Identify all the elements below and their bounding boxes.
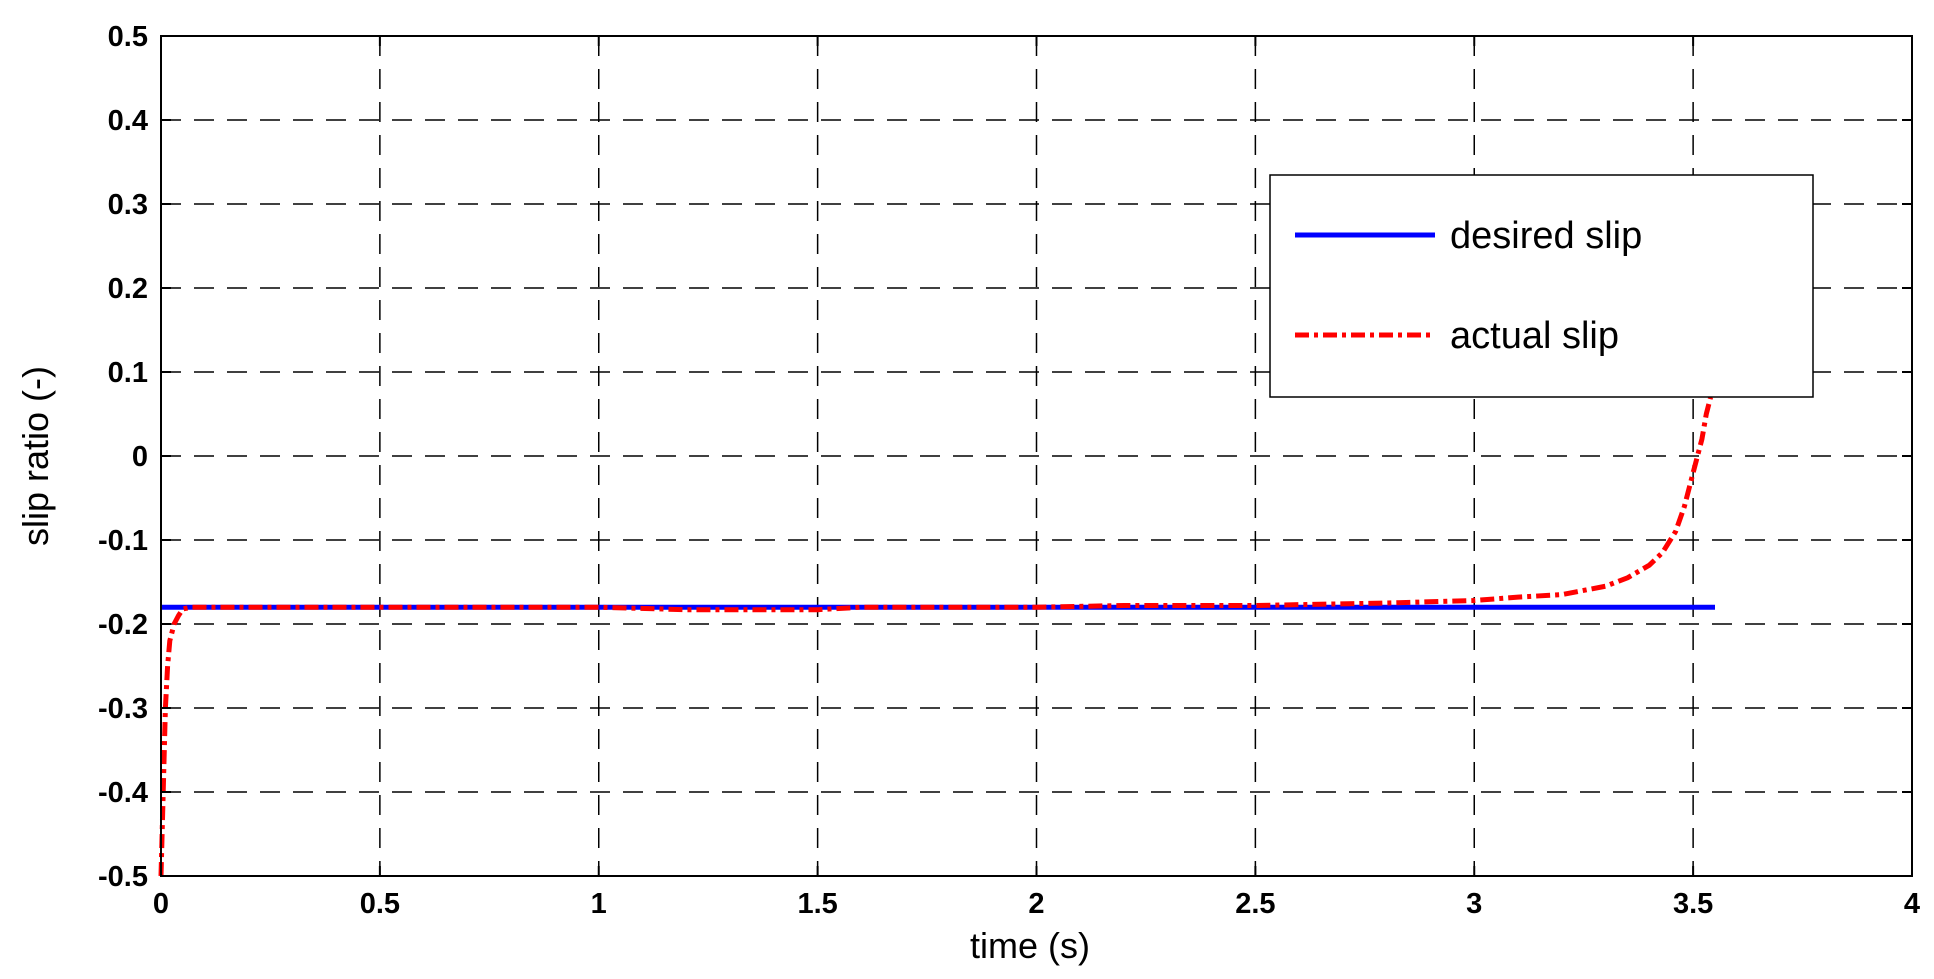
y-axis-label: slip ratio (-) (15, 366, 56, 546)
y-tick-label: 0.2 (108, 273, 148, 305)
y-tick-labels: 0.5 0.4 0.3 0.2 0.1 0 -0.1 -0.2 -0.3 -0.4 -0.5 (98, 21, 148, 893)
y-tick-label: 0 (132, 441, 148, 473)
y-tick-label: 0.3 (108, 189, 148, 221)
series-layer (158, 396, 1715, 877)
x-tick-label: 0 (153, 888, 169, 920)
grid-lines (161, 36, 1912, 876)
legend: desired slip actual slip (1269, 174, 1814, 398)
x-tick-label: 3.5 (1673, 888, 1713, 920)
tick-marks (160, 35, 1913, 877)
legend-label-desired-slip: desired slip (1450, 215, 1642, 257)
x-tick-label: 4 (1904, 888, 1920, 920)
y-tick-label: -0.1 (98, 525, 148, 557)
series-line-actual-slip (158, 396, 1714, 877)
y-tick-label: 0.4 (108, 105, 148, 137)
x-tick-label: 0.5 (360, 888, 400, 920)
x-tick-label: 2 (1028, 888, 1044, 920)
x-tick-label: 1 (591, 888, 607, 920)
y-tick-label: -0.3 (98, 693, 148, 725)
y-tick-label: -0.4 (98, 777, 148, 809)
legend-label-actual-slip: actual slip (1450, 315, 1619, 357)
x-tick-label: 3 (1466, 888, 1482, 920)
y-tick-label: 0.5 (108, 21, 148, 53)
x-tick-labels: 0 0.5 1 1.5 2 2.5 3 3.5 4 (153, 888, 1920, 920)
y-tick-label: 0.1 (108, 357, 148, 389)
y-tick-label: -0.2 (98, 609, 148, 641)
x-tick-label: 2.5 (1235, 888, 1275, 920)
x-tick-label: 1.5 (797, 888, 837, 920)
legend-box (1269, 174, 1814, 398)
y-tick-label: -0.5 (98, 861, 148, 893)
x-axis-label: time (s) (970, 925, 1090, 966)
